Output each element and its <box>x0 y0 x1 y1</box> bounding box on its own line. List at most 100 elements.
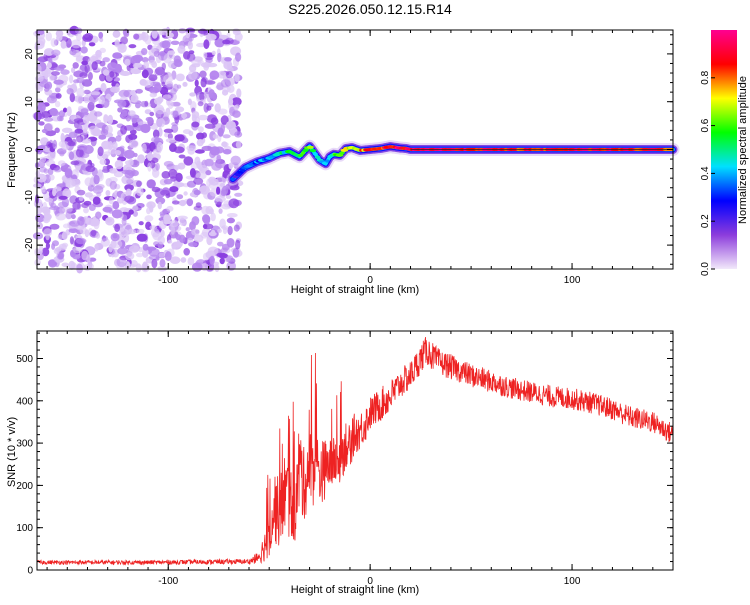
spectrogram-noise-cell <box>226 32 231 38</box>
spectrogram-noise-cell <box>146 207 151 215</box>
snr-panel: -100 0 100 0 100 200 300 400 500 Height of stra… <box>6 330 674 596</box>
spectrogram-noise-cell <box>228 162 234 170</box>
spectrogram-noise-cell <box>75 237 87 245</box>
spectrogram-noise-cell <box>42 217 49 222</box>
spectrogram-noise-cell <box>221 243 230 251</box>
spectrogram-noise-cell <box>185 227 190 232</box>
spectrogram-noise-cell <box>233 224 240 232</box>
spectrogram-noise-cell <box>136 233 148 242</box>
spectrogram-noise-cell <box>186 198 194 207</box>
spectrogram-noise-cell <box>115 63 122 73</box>
signal-track-cell <box>325 159 330 163</box>
colorbar-label: Normalized spectral amplitude <box>737 76 749 224</box>
spectrogram-noise-cell <box>212 134 219 139</box>
spectrogram-noise-cell <box>99 60 106 67</box>
spectrogram-noise-cell <box>144 35 152 45</box>
spectrogram-noise-cell <box>214 103 221 113</box>
spectrogram-noise-cell <box>121 217 127 226</box>
spectrogram-noise-cell <box>204 80 216 85</box>
spectrogram-noise-cell <box>142 243 149 251</box>
spectrogram-noise-cell <box>50 38 57 47</box>
spectrogram-noise-cell <box>51 71 60 76</box>
spectrogram-noise-cell <box>225 71 234 79</box>
snr-frame <box>36 330 674 571</box>
spectrogram-noise-cell <box>74 128 84 134</box>
spectrogram-noise-cell <box>64 168 73 179</box>
spectrogram-noise-cell <box>88 42 96 47</box>
spectrogram-noise-cell <box>209 70 220 80</box>
spectrogram-noise-cell <box>216 252 227 258</box>
spectrogram-noise-cell <box>117 99 127 108</box>
spectrogram-noise-cell <box>105 216 115 226</box>
spectrogram-noise-cell <box>98 31 104 39</box>
signal-track-cell <box>309 149 317 153</box>
spectrogram-noise-cell <box>199 70 207 78</box>
spectrogram-noise-cell <box>59 151 65 157</box>
spectrogram-noise-cell <box>76 189 86 196</box>
spectrogram-noise-cell <box>200 77 207 88</box>
spectrogram-noise-cell <box>228 97 234 106</box>
spectrogram-noise-cell <box>83 207 89 214</box>
spectrogram-noise-cell <box>211 229 216 235</box>
spectrogram-noise-cell <box>229 185 240 191</box>
spectrogram-noise-cell <box>148 74 158 82</box>
spectrogram-noise-cell <box>71 214 76 220</box>
spectrogram-noise-cell <box>81 60 89 66</box>
spectrogram-noise-cell <box>79 72 88 79</box>
spectrogram-noise-cell <box>57 252 64 260</box>
spectrogram-noise-cell <box>72 201 81 210</box>
spectrogram-noise-cell <box>157 96 164 103</box>
spectrogram-noise-cell <box>46 95 58 104</box>
spectrogram-noise-cell <box>135 263 142 273</box>
spectrogram-noise-cell <box>41 110 51 119</box>
spectrogram-noise-cell <box>72 253 81 260</box>
spectrogram-y-axis-label: Frequency (Hz) <box>6 112 18 188</box>
spectrogram-noise-cell <box>44 70 49 80</box>
spectrogram-noise-cell <box>191 228 200 236</box>
spectrogram-noise-cell <box>188 242 198 247</box>
spectrogram-noise-cell <box>80 108 89 114</box>
spectrogram-noise-cell <box>107 62 118 71</box>
spectrogram-noise-cell <box>201 132 207 139</box>
snr-y-tick-label: 100 <box>16 523 33 534</box>
spectrogram-noise-cell <box>168 168 178 179</box>
spectrogram-noise-cell <box>222 39 231 45</box>
spectrogram-noise-cell <box>132 205 139 211</box>
spectrogram-noise-cell <box>131 170 139 177</box>
spectrogram-noise-cell <box>222 148 232 155</box>
spectrogram-noise-cell <box>110 232 120 242</box>
spectrogram-noise-cell <box>202 223 214 230</box>
signal-track-cell <box>307 145 314 149</box>
spectrogram-noise-cell <box>141 48 148 56</box>
spectrogram-noise-cell <box>119 207 129 213</box>
colorbar-tick-label: 0.4 <box>700 166 711 180</box>
spectrogram-noise-cell <box>168 100 174 109</box>
spectrogram-noise-cell <box>146 194 152 200</box>
colorbar-tick-label: 0.2 <box>700 214 711 228</box>
spectrogram-noise-cell <box>125 263 137 268</box>
spectrogram-noise-cell <box>128 158 134 166</box>
spectrogram-noise-cell <box>128 139 139 149</box>
spectrogram-noise-cell <box>55 212 67 221</box>
spectrogram-noise-cells <box>32 25 244 274</box>
spectrogram-noise-cell <box>102 168 108 173</box>
spectrogram-noise-cell <box>220 79 231 88</box>
spectrogram-noise-cell <box>178 154 186 159</box>
spectrogram-noise-cell <box>155 55 162 64</box>
spectrogram-noise-cell <box>133 33 140 40</box>
spectrogram-y-tick-label: 0 <box>24 146 35 152</box>
spectrogram-noise-cell <box>208 89 215 99</box>
spectrogram-noise-cell <box>216 186 221 195</box>
spectrogram-noise-cell <box>180 257 187 263</box>
spectrogram-noise-cell <box>202 214 211 225</box>
spectrogram-noise-cell <box>224 57 232 62</box>
spectrogram-noise-cell <box>147 162 152 172</box>
spectrogram-noise-cell <box>203 39 210 50</box>
spectrogram-noise-cell <box>210 117 219 125</box>
spectrogram-noise-cell <box>217 241 224 247</box>
spectrogram-noise-cell <box>130 55 137 65</box>
spectrogram-noise-cell <box>172 110 179 118</box>
spectrogram-noise-cell <box>119 145 125 150</box>
